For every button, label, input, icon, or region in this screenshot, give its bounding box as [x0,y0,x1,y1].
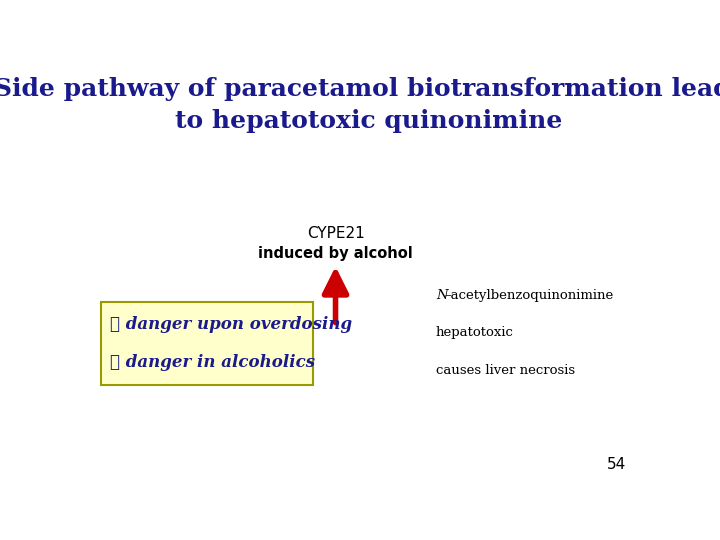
Text: induced by alcohol: induced by alcohol [258,246,413,261]
Text: 54: 54 [606,457,626,472]
Text: ☠ danger upon overdosing: ☠ danger upon overdosing [109,316,351,333]
Text: ☠ danger in alcoholics: ☠ danger in alcoholics [109,354,315,370]
Text: N: N [436,289,448,302]
Text: CYPE21: CYPE21 [307,226,364,241]
Text: Side pathway of paracetamol biotransformation leads
to hepatotoxic quinonimine: Side pathway of paracetamol biotransform… [0,77,720,133]
FancyBboxPatch shape [101,302,313,385]
Text: hepatotoxic: hepatotoxic [436,327,514,340]
Text: causes liver necrosis: causes liver necrosis [436,364,575,377]
Text: –acetylbenzoquinonimine: –acetylbenzoquinonimine [445,289,614,302]
